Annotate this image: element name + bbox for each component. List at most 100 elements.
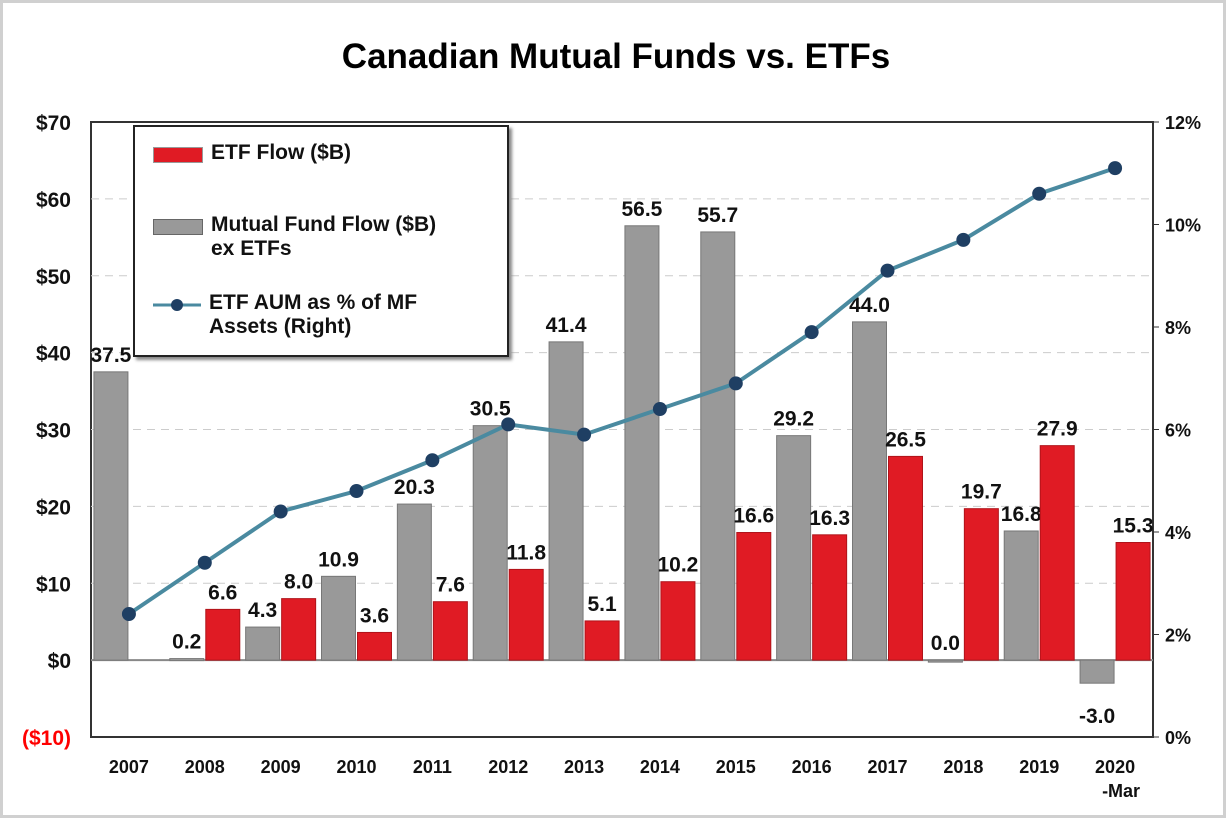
y-left-tick-label: $10 [36, 573, 71, 596]
etf-flow-bar-data-label: 6.6 [208, 581, 237, 604]
mutual-fund-bar [776, 435, 812, 661]
mutual-fund-bar-data-label: 0.0 [931, 632, 960, 655]
legend-label-line: ETF AUM as % of MF [209, 291, 418, 314]
aum-point [1108, 161, 1123, 176]
x-tick-label: 2009 [261, 757, 301, 777]
aum-point [425, 453, 440, 468]
etf-flow-bar-data-label: 16.6 [733, 505, 774, 528]
y-right-tick-label: 6% [1165, 421, 1191, 441]
y-left-tick-label: $0 [48, 650, 71, 673]
etf-flow-bar [1039, 445, 1075, 661]
etf-flow-bar-data-label: 27.9 [1037, 418, 1078, 441]
mutual-fund-bar [1079, 659, 1115, 684]
mutual-fund-bar-data-label: 30.5 [470, 398, 511, 421]
mutual-fund-bar-data-label: 37.5 [90, 344, 131, 367]
legend-item-etf-flow: ETF Flow ($B) [153, 141, 351, 165]
aum-point [880, 263, 895, 278]
x-tick-label: 2013 [564, 757, 604, 777]
mutual-fund-bar-data-label: 16.8 [1001, 503, 1042, 526]
chart-title: Canadian Mutual Funds vs. ETFs [341, 37, 891, 76]
etf-flow-bar-data-label: 5.1 [587, 593, 617, 616]
y-left-tick-label: $20 [36, 496, 71, 519]
etf-flow-bar [205, 608, 241, 661]
x-tick-label: 2019 [1019, 757, 1059, 777]
etf-flow-bar [888, 455, 923, 661]
x-tick-label: 2015 [716, 757, 756, 777]
aum-point [652, 402, 667, 416]
etf-flow-bar-data-label: 16.3 [809, 507, 850, 530]
legend-item-mutual-fund-flow: Mutual Fund Flow ($B) ex ETFs [153, 213, 436, 261]
mutual-fund-bar-data-label: 55.7 [697, 204, 738, 227]
etf-flow-bar [508, 568, 544, 661]
mutual-fund-bar [1003, 530, 1039, 661]
aum-line [127, 166, 1116, 616]
mutual-fund-bar [624, 225, 660, 661]
etf-flow-bar-data-label: 11.8 [506, 541, 546, 564]
y-right-tick-label: 12% [1165, 113, 1201, 133]
aum-point [501, 417, 516, 432]
y-right-tick-label: 4% [1165, 523, 1191, 543]
mutual-fund-bar [396, 503, 432, 661]
mutual-fund-bar [927, 659, 963, 663]
x-tick-label: 2012 [488, 757, 528, 777]
x-tick-label: 2010 [336, 757, 376, 777]
aum-point [197, 555, 212, 570]
aum-point [956, 232, 971, 247]
legend-label-line: Mutual Fund Flow ($B) [211, 213, 437, 236]
etf-flow-bar-data-label: 10.2 [657, 554, 698, 577]
legend-line-marker-icon [153, 299, 201, 311]
y-right-tick-label: 8% [1165, 318, 1191, 338]
legend-swatch-gray [153, 219, 203, 235]
aum-point [577, 427, 592, 442]
aum-point [121, 607, 136, 621]
x-tick-label: 2020 [1095, 757, 1135, 777]
etf-flow-bar [584, 620, 620, 661]
x-tick-label: 2007 [109, 757, 149, 777]
etf-flow-bar [963, 508, 999, 661]
mutual-fund-bar [472, 425, 508, 661]
mutual-fund-bar-data-label: 44.0 [849, 294, 890, 317]
mutual-fund-bar-data-label: 29.2 [773, 408, 814, 431]
etf-flow-bar [1115, 542, 1151, 661]
x-tick-label: 2011 [413, 757, 452, 777]
mutual-fund-bar [548, 341, 584, 661]
etf-flow-bar-data-label: 19.7 [961, 481, 1002, 504]
mutual-fund-bar [700, 231, 736, 661]
x-tick-label: 2008 [185, 757, 225, 777]
etf-flow-bar-data-label: 7.6 [436, 574, 465, 597]
aum-point [349, 484, 364, 498]
mutual-fund-bar [321, 575, 356, 661]
y-right-tick-label: 10% [1165, 216, 1201, 236]
legend-swatch-red [153, 147, 203, 163]
x-tick-label: 2014 [640, 757, 680, 777]
legend-label: Mutual Fund Flow ($B) ex ETFs [211, 213, 436, 261]
mutual-fund-bar [169, 658, 205, 662]
legend-label: ETF AUM as % of MF Assets (Right) [209, 291, 417, 339]
etf-flow-bar [660, 581, 696, 661]
y-left-tick-label: $50 [36, 266, 71, 289]
etf-flow-bar [432, 601, 468, 661]
y-left-tick-label: $30 [36, 420, 71, 443]
aum-point [728, 376, 743, 391]
mutual-fund-bar-data-label: 0.2 [172, 631, 201, 654]
mutual-fund-bar-data-label: 56.5 [621, 198, 662, 221]
y-left-tick-label: ($10) [22, 727, 71, 750]
mutual-fund-bar-data-label: -3.0 [1079, 705, 1115, 728]
etf-flow-bar-data-label: 3.6 [360, 604, 389, 627]
x-tick-label: 2017 [867, 757, 907, 777]
etf-flow-bar-data-label: 26.5 [885, 428, 926, 451]
etf-flow-bar [281, 598, 317, 661]
etf-flow-bar-data-label: 8.0 [284, 571, 313, 594]
etf-flow-bar-data-label: 15.3 [1113, 515, 1154, 538]
mutual-fund-bar [245, 626, 281, 661]
mutual-fund-bar-data-label: 20.3 [394, 476, 435, 499]
legend-label-line: ex ETFs [211, 237, 292, 260]
x-tick-label: -Mar [1102, 781, 1140, 801]
y-left-tick-label: $40 [36, 343, 71, 366]
aum-point [273, 504, 288, 519]
legend-item-etf-aum: ETF AUM as % of MF Assets (Right) [153, 291, 417, 339]
aum-point [804, 325, 819, 340]
mutual-fund-bar-data-label: 41.4 [546, 314, 587, 337]
etf-flow-bar [812, 534, 848, 661]
